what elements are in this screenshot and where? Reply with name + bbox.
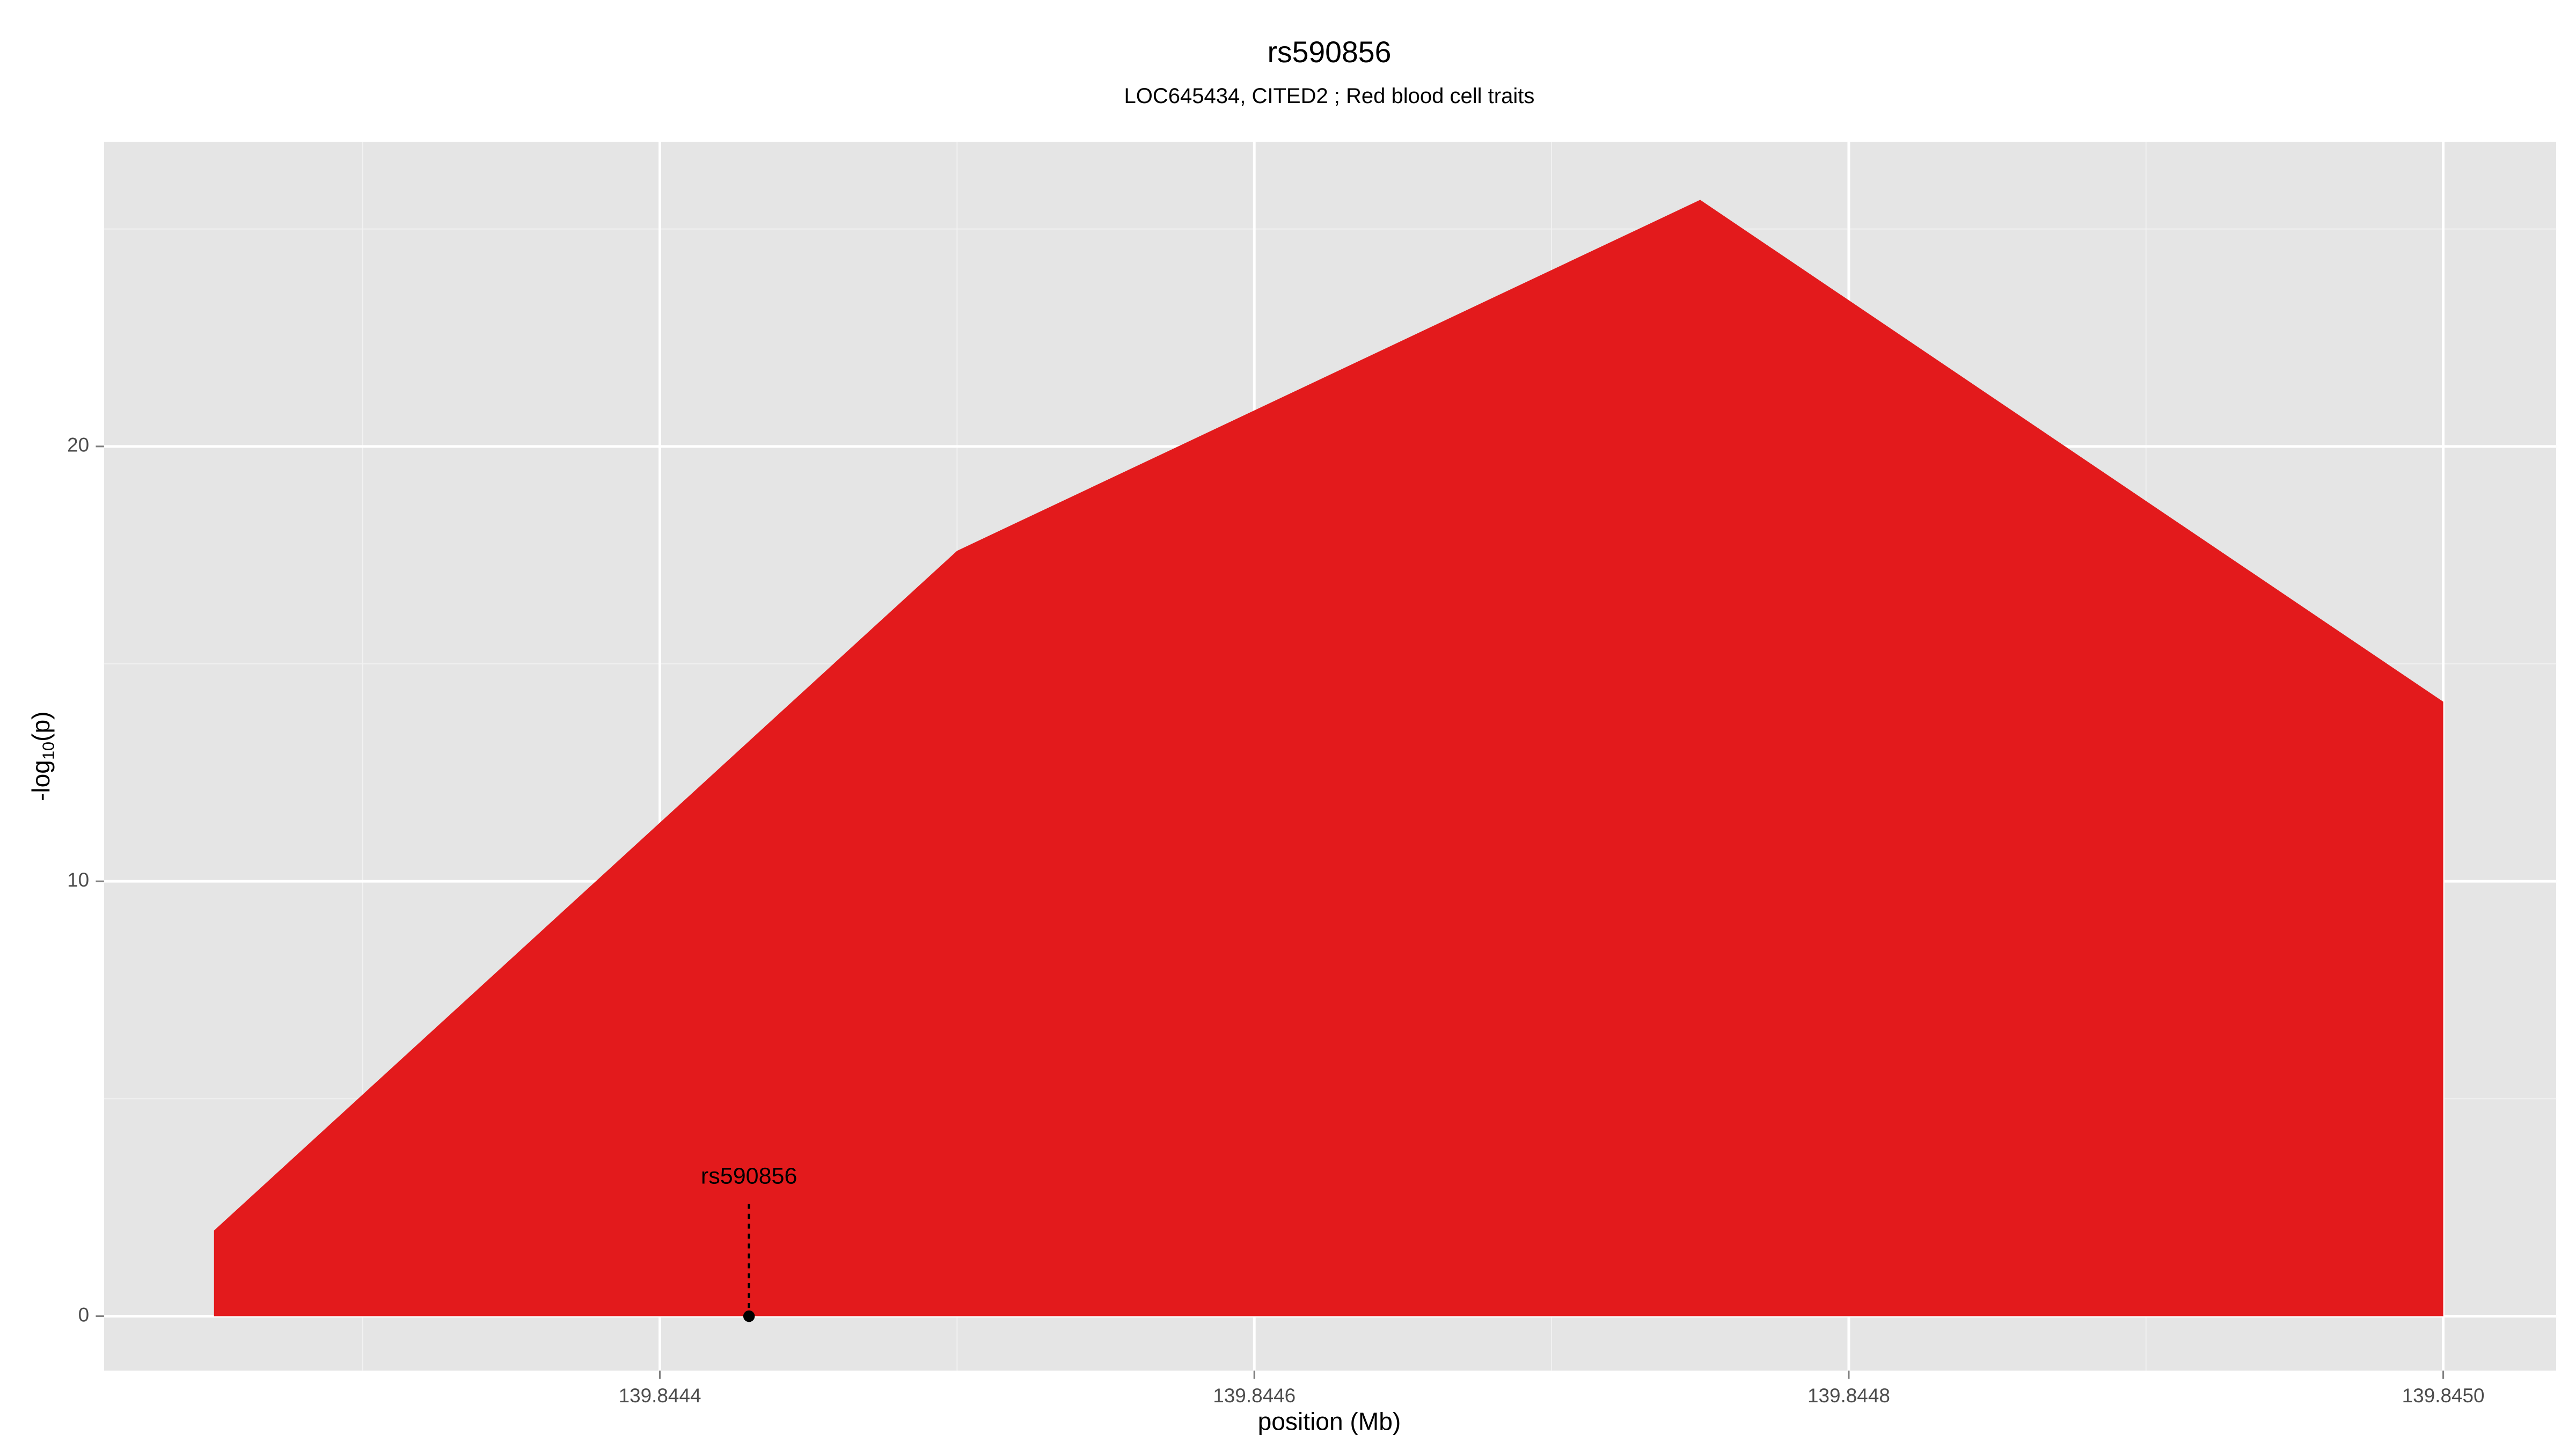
y-tick-label: 0 <box>78 1304 90 1326</box>
chart-title: rs590856 <box>1267 35 1391 69</box>
x-tick-label: 139.8450 <box>2402 1385 2485 1407</box>
y-tick-label: 10 <box>67 869 89 891</box>
y-label-part: -log <box>27 760 55 801</box>
annotation-label: rs590856 <box>701 1163 797 1189</box>
x-tick-label: 139.8448 <box>1807 1385 1890 1407</box>
chart-subtitle: LOC645434, CITED2 ; Red blood cell trait… <box>1124 84 1535 108</box>
x-axis-label: position (Mb) <box>1258 1407 1401 1435</box>
y-axis-label: -log10(p) <box>27 711 57 801</box>
y-label-sub: 10 <box>39 742 57 760</box>
x-tick-label: 139.8446 <box>1213 1385 1296 1407</box>
x-tick-label: 139.8444 <box>619 1385 701 1407</box>
annotation-point <box>743 1310 755 1322</box>
area <box>214 200 2443 1316</box>
y-label-part: (p) <box>27 711 55 741</box>
y-tick-label: 20 <box>67 434 89 456</box>
